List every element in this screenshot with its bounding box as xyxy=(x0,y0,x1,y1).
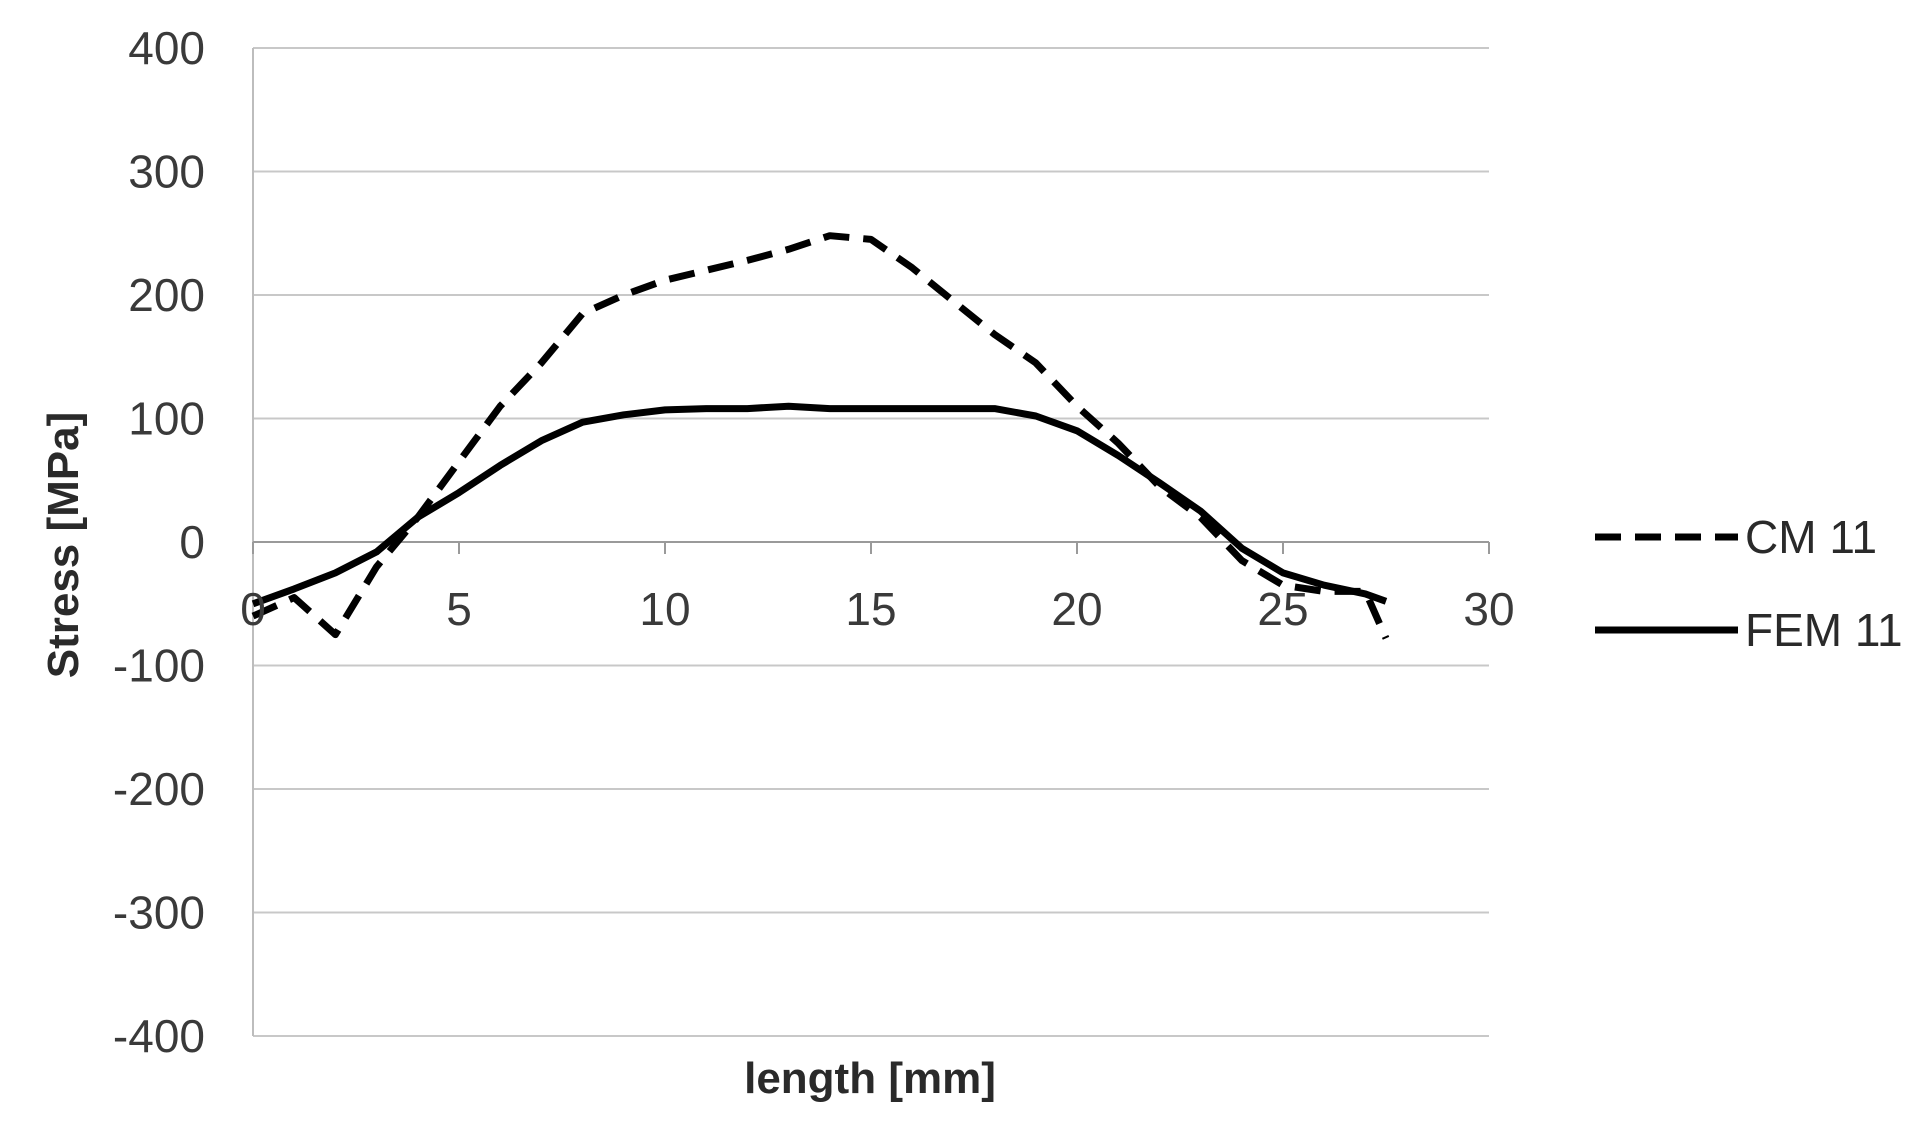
y-tick-label: 400 xyxy=(128,22,205,74)
y-axis-title: Stress [MPa] xyxy=(39,412,88,679)
series-line-cm-11 xyxy=(251,232,1390,640)
legend-label: FEM 11 xyxy=(1745,604,1903,656)
x-axis-title: length [mm] xyxy=(744,1054,996,1103)
y-tick-label: 300 xyxy=(128,146,205,198)
y-tick-label: 0 xyxy=(179,516,205,568)
x-tick-label: 30 xyxy=(1463,583,1514,635)
x-tick-label: 0 xyxy=(240,583,266,635)
tick-label-layer: 400 300 200 100 0 -100 -200 -300 -400 0 5 10 15 20 25 3… xyxy=(113,22,1515,1062)
y-tick-label: -400 xyxy=(113,1010,205,1062)
axis-layer xyxy=(252,48,1490,1036)
series-line-fem-11 xyxy=(251,402,1388,608)
x-tick-label: 5 xyxy=(446,583,472,635)
x-tick-label: 20 xyxy=(1051,583,1102,635)
y-tick-label: 200 xyxy=(128,269,205,321)
x-tick-label: 10 xyxy=(639,583,690,635)
y-tick-label: -100 xyxy=(113,640,205,692)
x-tick-label: 15 xyxy=(845,583,896,635)
y-tick-label: -300 xyxy=(113,887,205,939)
y-tick-label: -200 xyxy=(113,763,205,815)
legend: CM 11 FEM 11 xyxy=(1595,511,1903,656)
y-tick-label: 100 xyxy=(128,393,205,445)
legend-label: CM 11 xyxy=(1745,511,1877,563)
x-tick-label: 25 xyxy=(1257,583,1308,635)
series-layer xyxy=(251,232,1390,640)
